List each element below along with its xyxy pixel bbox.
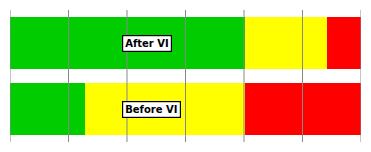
svg-text:Before VI: Before VI xyxy=(125,104,177,115)
svg-text:After VI: After VI xyxy=(125,38,169,49)
